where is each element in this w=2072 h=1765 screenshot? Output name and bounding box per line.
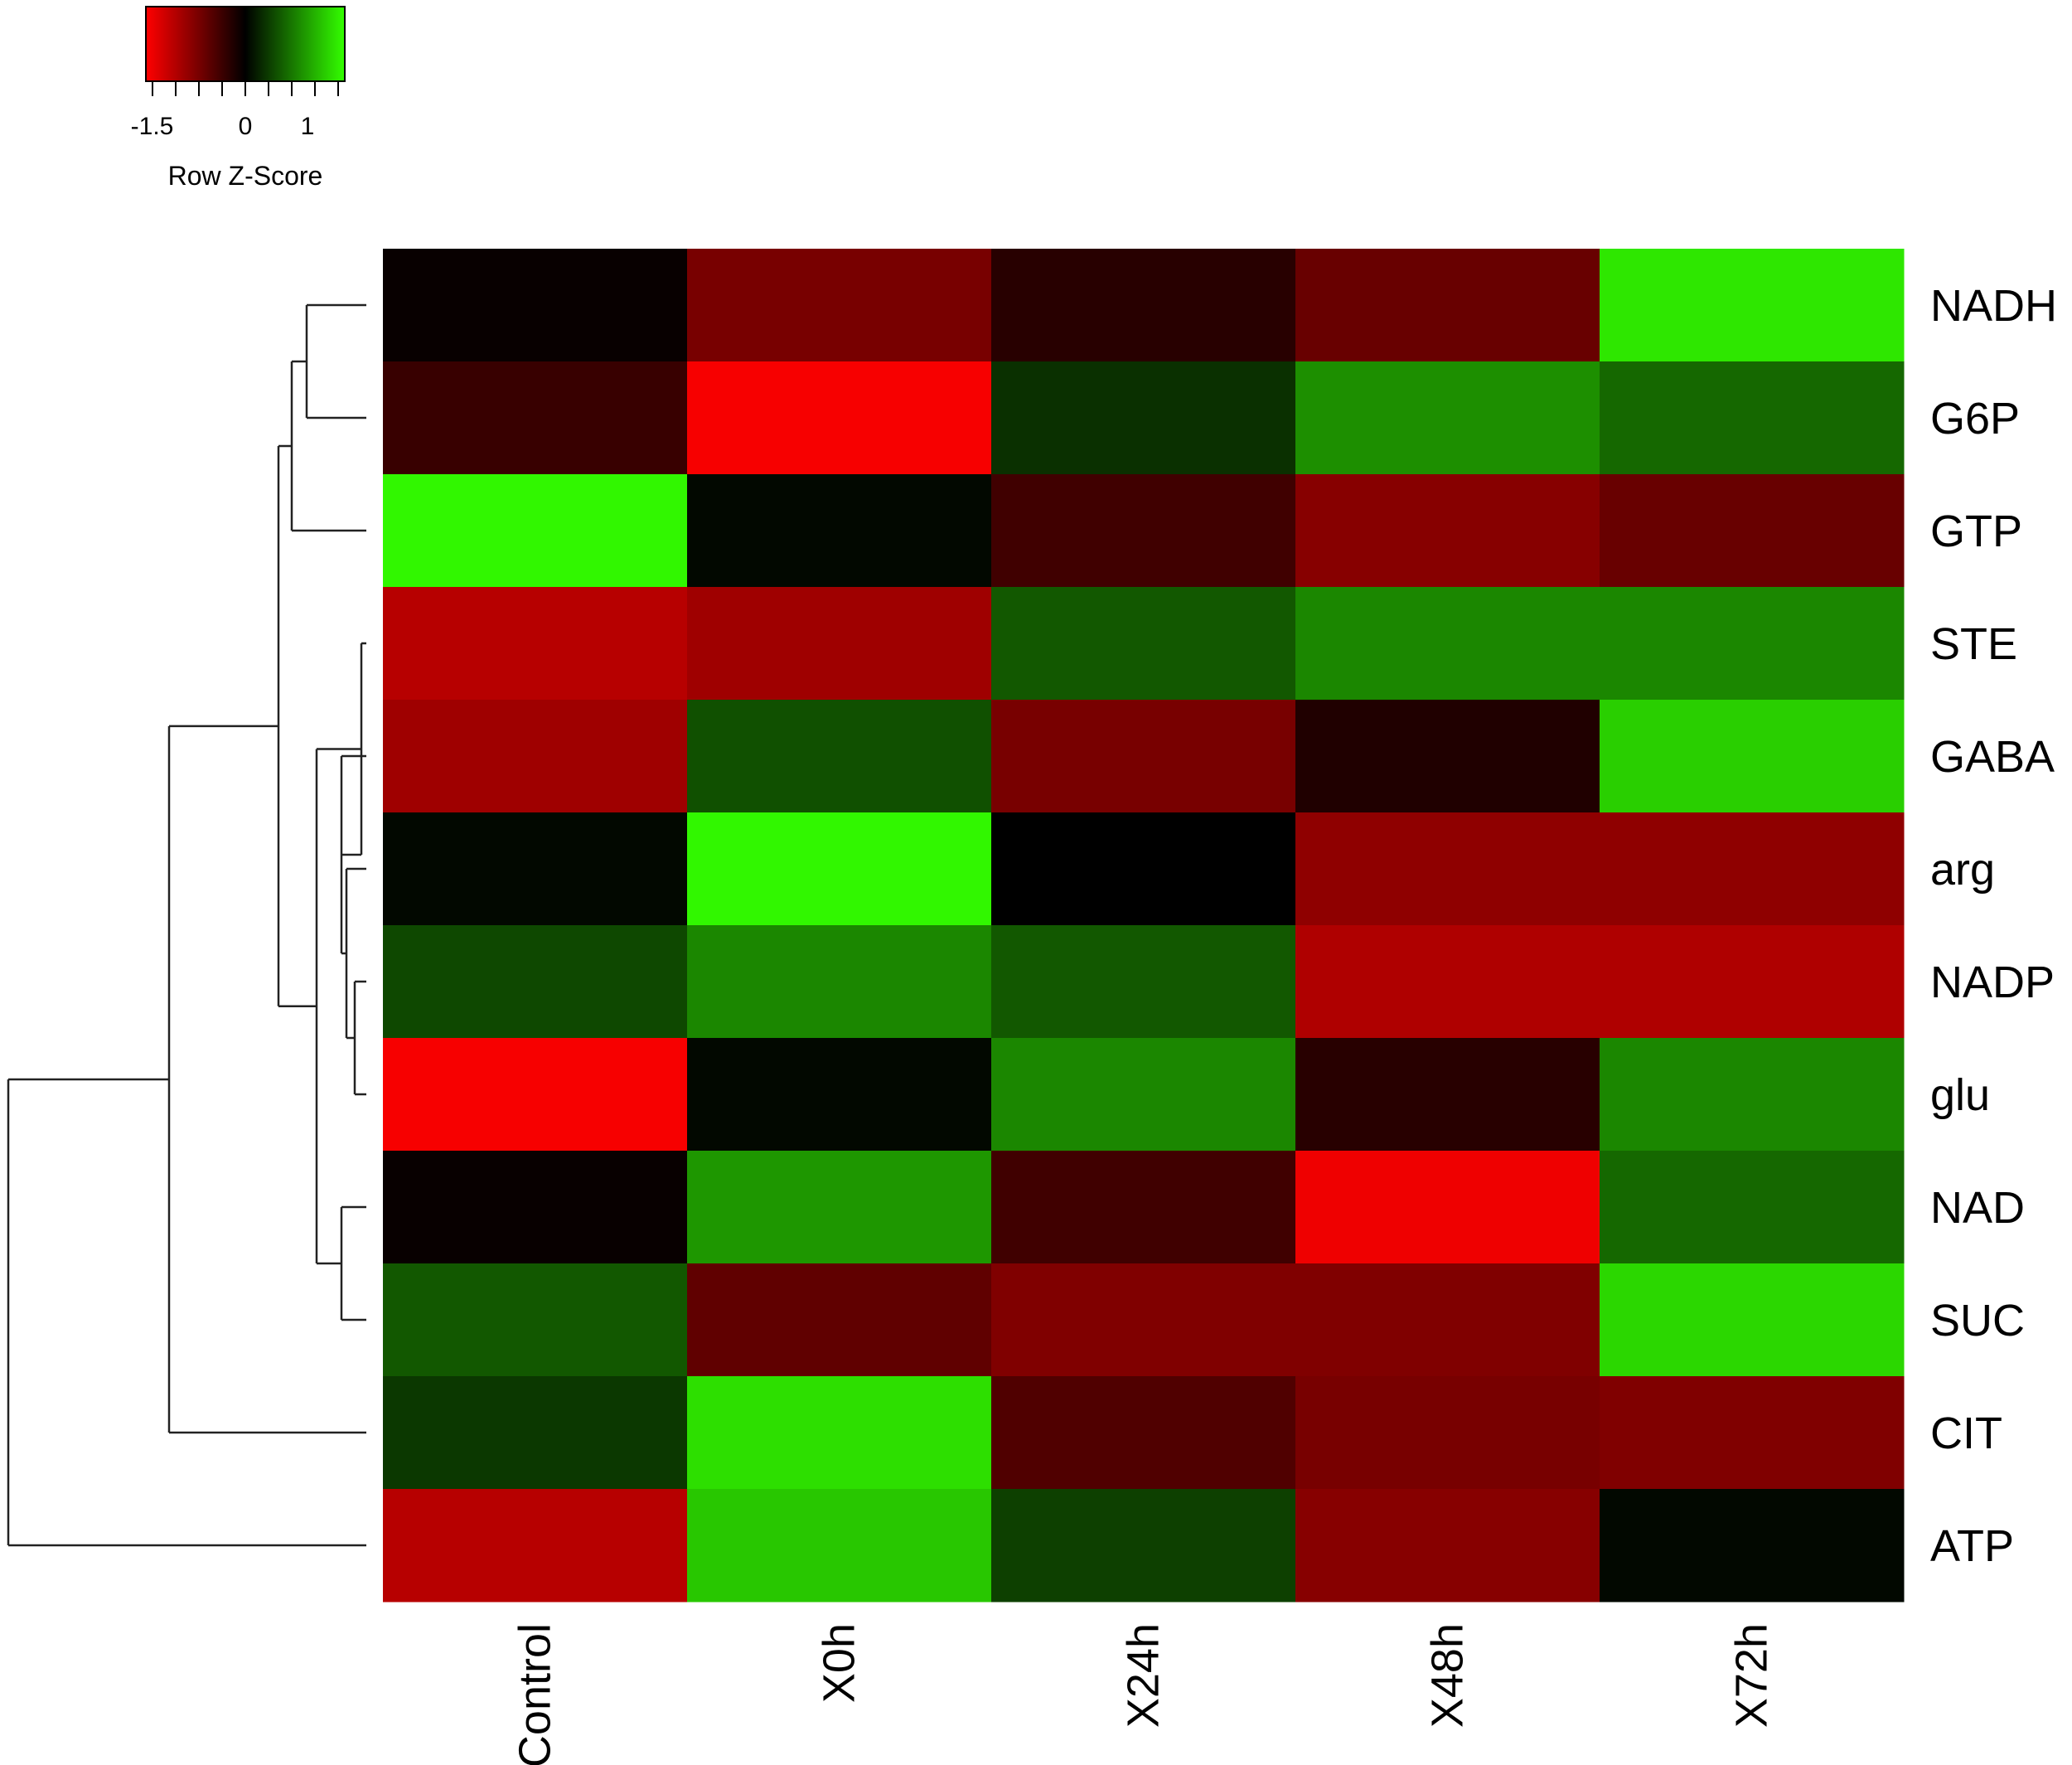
color-key: -1.5 0 1 Row Z-Score [131,6,346,191]
color-key-bar [145,6,346,82]
heatmap-cell [991,1376,1296,1490]
row-label: SUC [1930,1296,2025,1346]
heatmap-cell [1295,1263,1600,1377]
row-label: NAD [1930,1183,2025,1233]
row-label: STE [1930,619,2017,669]
heatmap-cell [1295,249,1600,362]
heatmap-cell [383,1151,688,1264]
heatmap-cell [687,474,992,588]
heatmap-cell [687,1489,992,1603]
heatmap-cell [383,812,688,926]
heatmap-cell [1295,1376,1600,1490]
row-label: GTP [1930,507,2022,556]
heatmap-cell [383,587,688,701]
heatmap-cell [991,587,1296,701]
heatmap-cell [383,1376,688,1490]
heatmap-cell [1600,249,1905,362]
heatmap-cell [1295,587,1600,701]
heatmap-cell [1600,1151,1905,1264]
heatmap-cell [383,361,688,475]
heatmap-cell [1600,474,1905,588]
row-label: ATP [1930,1521,2014,1571]
heatmap-cell [991,474,1296,588]
heatmap-cell [991,361,1296,475]
heatmap-cell [687,1151,992,1264]
heatmap-cell [1600,1263,1905,1377]
heatmap-cell [383,925,688,1039]
heatmap-cell [991,249,1296,362]
heatmap-cell [1295,474,1600,588]
row-label: arg [1930,845,1995,895]
heatmap-cell [383,1038,688,1152]
row-label: GABA [1930,732,2055,782]
color-key-tick-label: 1 [301,113,315,140]
heatmap-cell [383,700,688,813]
heatmap-cell [1295,1038,1600,1152]
heatmap-cell [687,1038,992,1152]
color-key-tick-label: 0 [239,113,253,140]
heatmap-cell [991,925,1296,1039]
column-label: X24h [1119,1623,1169,1728]
heatmap-cell [1600,1376,1905,1490]
heatmap-cell [1600,925,1905,1039]
row-label: glu [1930,1070,1990,1120]
heatmap-cell [687,812,992,926]
column-label: X72h [1727,1623,1777,1728]
heatmap-cell [1600,1489,1905,1603]
heatmap-cell [1295,1151,1600,1264]
heatmap-cell [1295,361,1600,475]
heatmap-cell [991,700,1296,813]
color-key-tick-labels: -1.5 0 1 [131,113,315,140]
column-labels: Control X0h X24h X48h X72h [511,1623,1777,1765]
row-label: NADP [1930,958,2055,1007]
color-key-tick-label: -1.5 [131,113,174,140]
color-key-title: Row Z-Score [168,161,323,191]
heatmap-cell [991,1151,1296,1264]
heatmap-cell [687,700,992,813]
heatmap-cell [383,1489,688,1603]
heatmap-cell [1600,361,1905,475]
heatmap-cell [383,1263,688,1377]
heatmap-cell [991,812,1296,926]
heatmap-cell [1295,925,1600,1039]
heatmap-cell [687,925,992,1039]
row-labels: NADH G6P GTP STE GABA arg NADP glu NAD SUC CIT ATP [1930,281,2057,1571]
heatmap-cell [383,249,688,362]
heatmap-cell [1600,812,1905,926]
heatmap-cell [1295,812,1600,926]
row-label: CIT [1930,1409,2002,1458]
column-label: X0h [815,1623,864,1703]
row-dendrogram [7,303,366,1547]
heatmap-cell [383,474,688,588]
heatmap-cells [383,249,1905,1603]
heatmap-cell [991,1038,1296,1152]
heatmap-cell [1295,1489,1600,1603]
color-key-ticks [152,81,339,96]
column-label: Control [511,1623,560,1765]
heatmap-cell [687,587,992,701]
heatmap-cell [687,361,992,475]
heatmap-cell [991,1489,1296,1603]
heatmap-cell [991,1263,1296,1377]
heatmap-cell [687,1376,992,1490]
row-label: G6P [1930,394,2020,444]
heatmap-cell [687,1263,992,1377]
heatmap-cell [1600,700,1905,813]
row-label: NADH [1930,281,2057,331]
heatmap-cell [1295,700,1600,813]
heatmap-cell [1600,587,1905,701]
column-label: X48h [1423,1623,1473,1728]
heatmap-cell [687,249,992,362]
heatmap-cell [1600,1038,1905,1152]
